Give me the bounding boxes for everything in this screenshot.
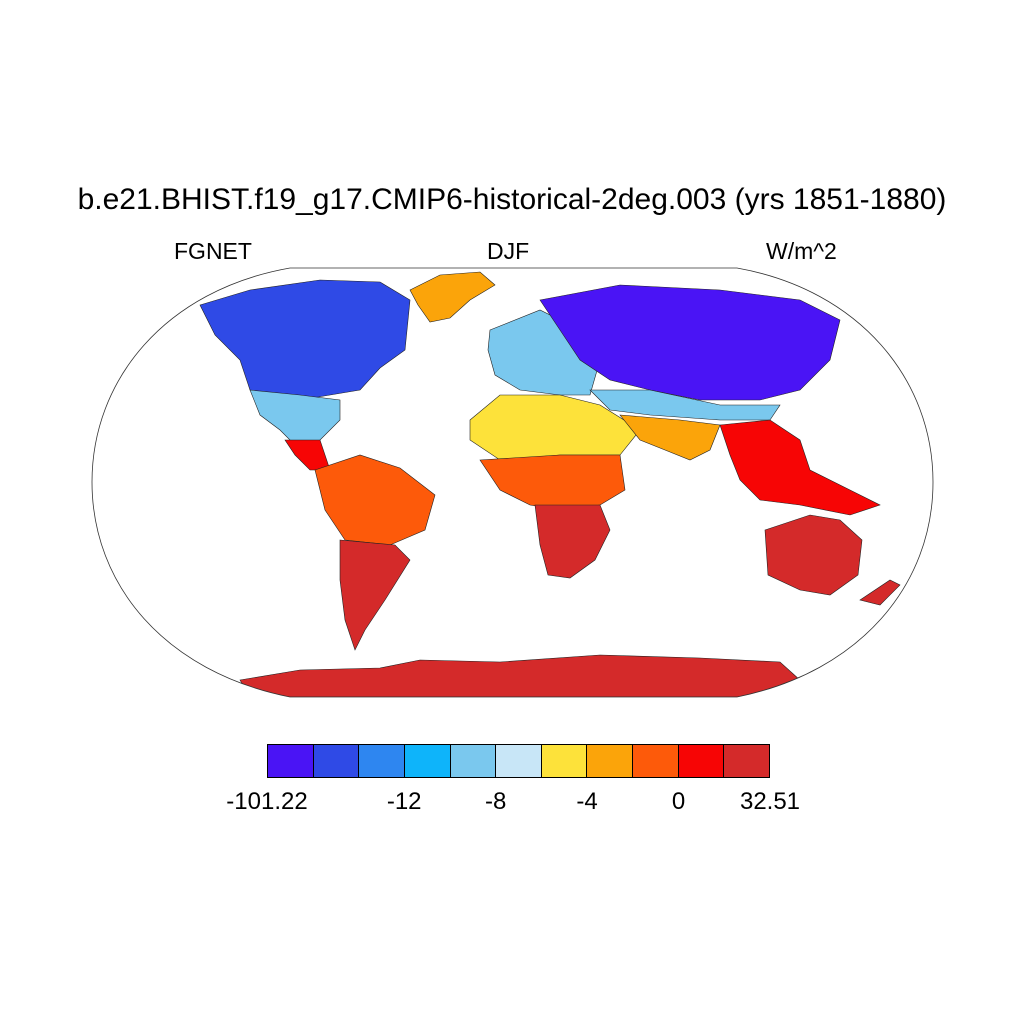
colorbar-tick-label: -101.22 xyxy=(226,788,308,815)
colorbar-tick-label: -12 xyxy=(386,788,422,815)
colorbar-box xyxy=(541,745,588,777)
antarctica xyxy=(239,654,801,697)
greenland xyxy=(409,271,496,323)
central-america xyxy=(284,439,331,471)
colorbar xyxy=(267,744,770,778)
central-africa xyxy=(479,454,626,511)
plot-title: b.e21.BHIST.f19_g17.CMIP6-historical-2de… xyxy=(77,183,947,216)
southern-africa xyxy=(534,504,611,579)
southeast-asia xyxy=(719,419,881,516)
south-america-south xyxy=(339,539,411,651)
map-boundary xyxy=(91,267,934,698)
colorbar-box xyxy=(404,745,451,777)
colorbar-box xyxy=(313,745,360,777)
colorbar-tick-label: 0 xyxy=(671,788,686,815)
colorbar-tick-label: -4 xyxy=(576,788,598,815)
colorbar-tick-label: -8 xyxy=(484,788,507,815)
colorbar-box xyxy=(496,745,542,777)
colorbar-box xyxy=(678,745,725,777)
colorbar-box xyxy=(724,745,770,777)
colorbar-box xyxy=(633,745,679,777)
new-zealand xyxy=(859,579,901,606)
amazon xyxy=(314,454,436,546)
colorbar-tick-label: 32.51 xyxy=(739,788,801,815)
australia xyxy=(764,514,863,596)
variable-label: FGNET xyxy=(174,238,252,264)
siberia xyxy=(539,284,841,401)
units-label: W/m^2 xyxy=(766,238,837,264)
colorbar-box xyxy=(587,745,634,777)
colorbar-box xyxy=(450,745,497,777)
india xyxy=(619,414,721,461)
north-america xyxy=(199,279,411,401)
sahara xyxy=(469,394,641,461)
season-label: DJF xyxy=(487,238,530,264)
colorbar-box xyxy=(359,745,405,777)
colorbar-box xyxy=(268,745,314,777)
